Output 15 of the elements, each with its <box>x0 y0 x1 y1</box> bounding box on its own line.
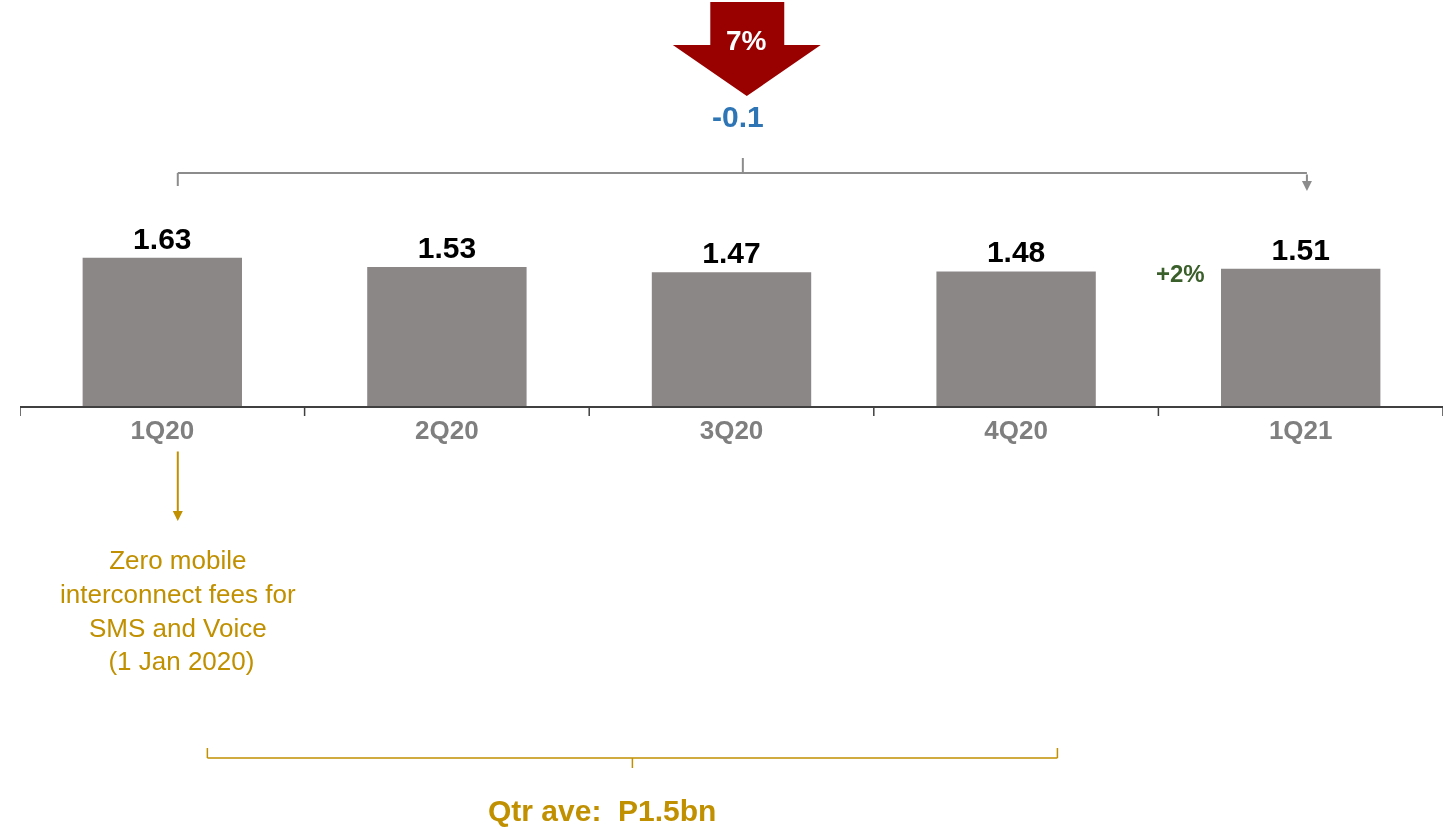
data-label: 1.51 <box>1271 232 1330 266</box>
x-tick-label: 4Q20 <box>984 414 1048 445</box>
text: Qtr ave: P1.5bn <box>488 794 717 827</box>
data-label: 1.53 <box>417 230 477 264</box>
data-label: 1.47 <box>702 236 761 270</box>
text: -0.1 <box>712 100 764 133</box>
annotation: +2% <box>1156 260 1205 287</box>
text: 7% <box>726 25 767 56</box>
x-tick-label: 3Q20 <box>699 414 764 445</box>
data-label: 1.63 <box>133 221 192 255</box>
x-tick-label: 2Q20 <box>415 414 479 445</box>
data-label: 1.48 <box>986 235 1046 269</box>
x-tick-label: 1Q20 <box>130 414 195 445</box>
x-tick-label: 1Q21 <box>1268 414 1333 445</box>
text: Zero mobile interconnect fees for SMS and Voice (1 Jan 2020) <box>60 545 296 677</box>
